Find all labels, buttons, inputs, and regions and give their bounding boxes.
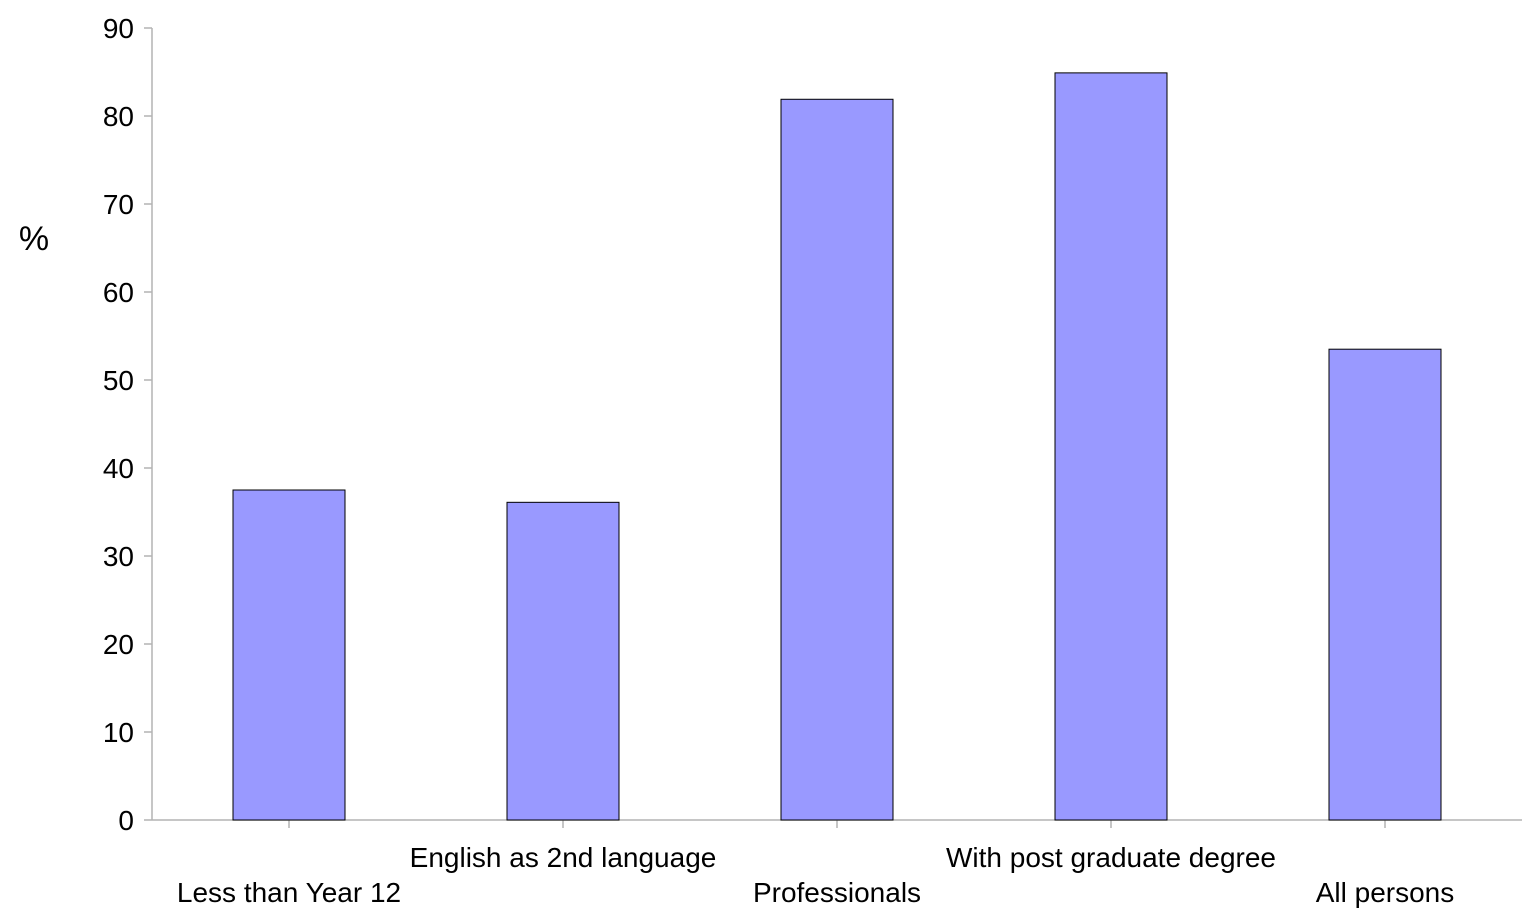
- bar: [780, 98, 894, 821]
- x-category-label: All persons: [1316, 877, 1455, 908]
- y-tick-label: 60: [103, 277, 134, 308]
- x-category-label: Professionals: [753, 877, 921, 908]
- bar: [1054, 72, 1168, 821]
- x-tick-labels: Less than Year 12 English as 2nd language…: [177, 842, 1454, 908]
- bar: [1328, 348, 1442, 821]
- y-tick-label: 0: [118, 805, 134, 836]
- y-tick-label: 70: [103, 189, 134, 220]
- y-axis-title: %: [19, 220, 49, 258]
- y-tick-labels: 0 10 20 30 40 50 60 70 80 90: [103, 13, 134, 836]
- x-category-label: English as 2nd language: [410, 842, 717, 873]
- bar: [506, 501, 620, 821]
- bars: [232, 72, 1442, 821]
- y-tick-label: 80: [103, 101, 134, 132]
- y-tick-label: 50: [103, 365, 134, 396]
- y-tick-label: 90: [103, 13, 134, 44]
- y-tick-label: 30: [103, 541, 134, 572]
- x-category-label: With post graduate degree: [946, 842, 1276, 873]
- y-tick-label: 10: [103, 717, 134, 748]
- x-category-label: Less than Year 12: [177, 877, 401, 908]
- bar: [232, 489, 346, 821]
- y-tick-label: 20: [103, 629, 134, 660]
- y-tick-label: 40: [103, 453, 134, 484]
